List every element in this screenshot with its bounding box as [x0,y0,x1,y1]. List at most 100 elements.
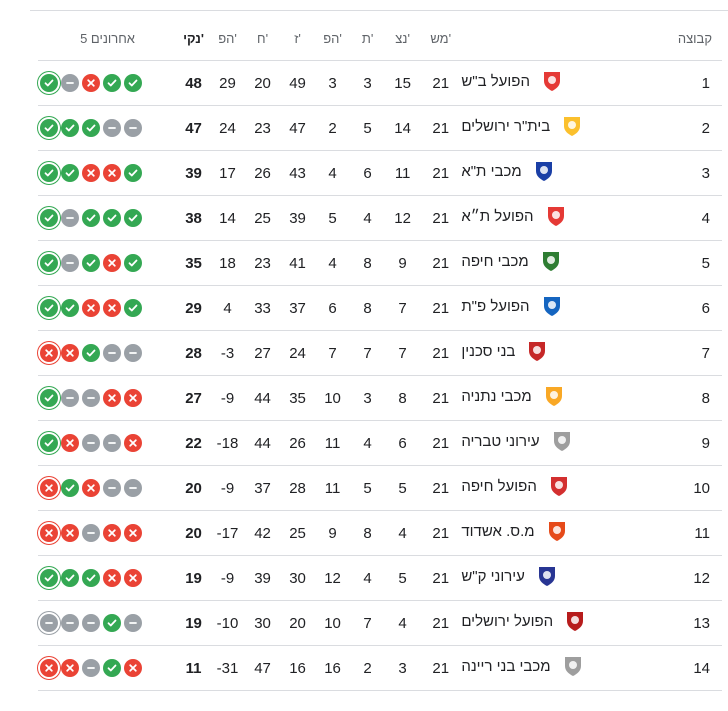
loss-result-icon[interactable] [82,164,100,182]
team-wrap[interactable]: עירוני ק"ש [461,564,559,588]
win-result-icon[interactable] [61,299,79,317]
team-cell[interactable]: הפועל פ"ת [461,285,560,331]
loss-result-icon[interactable] [103,164,121,182]
draw-result-icon[interactable] [82,434,100,452]
table-row[interactable]: 28 -3 27 24 7 7 7 21 בני סכנין 7 [38,330,722,376]
table-row[interactable]: 47 24 23 47 2 5 14 21 בית"ר ירושלים 2 [38,105,722,151]
win-result-icon[interactable] [61,119,79,137]
draw-result-icon[interactable] [103,119,121,137]
team-cell[interactable]: הפועל חיפה [461,465,567,511]
win-result-icon[interactable] [82,569,100,587]
draw-result-icon[interactable] [103,434,121,452]
win-result-icon[interactable] [82,119,100,137]
win-result-icon[interactable] [82,344,100,362]
header-goals-for[interactable]: ז' [280,17,316,61]
header-wins[interactable]: נצ' [385,17,421,61]
draw-result-icon[interactable] [40,614,58,632]
draw-result-icon[interactable] [124,344,142,362]
win-result-icon[interactable] [103,209,121,227]
loss-result-icon[interactable] [40,344,58,362]
team-cell[interactable]: מכבי חיפה [461,240,559,286]
team-cell[interactable]: הפועל ת״א [461,195,564,241]
table-row[interactable]: 48 29 20 49 3 3 15 21 הפועל ב"ש 1 [38,60,722,106]
team-cell[interactable]: מכבי ת"א [461,150,552,196]
team-cell[interactable]: מכבי בני ריינה [461,645,581,691]
loss-result-icon[interactable] [61,659,79,677]
draw-result-icon[interactable] [124,119,142,137]
draw-result-icon[interactable] [61,254,79,272]
team-cell[interactable]: בני סכנין [461,330,546,376]
header-points[interactable]: נקי' [177,17,211,61]
loss-result-icon[interactable] [61,524,79,542]
header-goal-diff[interactable]: הפ' [210,17,246,61]
win-result-icon[interactable] [124,254,142,272]
loss-result-icon[interactable] [103,389,121,407]
table-row[interactable]: 20 -17 42 25 9 8 4 21 מ.ס. אשדוד 11 [38,510,722,556]
table-row[interactable]: 22 -18 44 26 11 4 6 21 עירוני טבריה 9 [38,420,722,466]
loss-result-icon[interactable] [61,434,79,452]
win-result-icon[interactable] [103,74,121,92]
draw-result-icon[interactable] [61,614,79,632]
win-result-icon[interactable] [40,299,58,317]
win-result-icon[interactable] [40,434,58,452]
team-wrap[interactable]: הפועל ירושלים [461,609,587,633]
loss-result-icon[interactable] [82,299,100,317]
draw-result-icon[interactable] [61,74,79,92]
team-wrap[interactable]: מ.ס. אשדוד [461,519,568,543]
win-result-icon[interactable] [82,209,100,227]
team-cell[interactable]: עירוני טבריה [461,420,570,466]
loss-result-icon[interactable] [103,299,121,317]
table-row[interactable]: 19 -9 39 30 12 4 5 21 עירוני ק"ש 12 [38,555,722,601]
team-wrap[interactable]: מכבי ת"א [461,159,555,183]
win-result-icon[interactable] [61,479,79,497]
loss-result-icon[interactable] [61,344,79,362]
win-result-icon[interactable] [40,254,58,272]
win-result-icon[interactable] [40,209,58,227]
win-result-icon[interactable] [40,569,58,587]
team-cell[interactable]: מ.ס. אשדוד [461,510,565,556]
table-row[interactable]: 29 4 33 37 6 8 7 21 הפועל פ"ת 6 [38,285,722,331]
table-row[interactable]: 20 -9 37 28 11 5 5 21 הפועל חיפה 10 [38,465,722,511]
header-goals-against[interactable]: ח' [245,17,281,61]
loss-result-icon[interactable] [40,659,58,677]
table-row[interactable]: 11 -31 47 16 16 2 3 21 מכבי בני ריינה 14 [38,645,722,691]
table-row[interactable]: 38 14 25 39 5 4 12 21 הפועל ת״א 4 [38,195,722,241]
team-cell[interactable]: הפועל ירושלים [461,600,584,646]
team-wrap[interactable]: הפועל חיפה [461,474,571,498]
draw-result-icon[interactable] [103,479,121,497]
loss-result-icon[interactable] [40,524,58,542]
table-row[interactable]: 19 -10 30 20 10 7 4 21 הפועל ירושלים 13 [38,600,722,646]
win-result-icon[interactable] [61,164,79,182]
draw-result-icon[interactable] [61,209,79,227]
team-wrap[interactable]: מכבי בני ריינה [461,654,584,678]
win-result-icon[interactable] [61,569,79,587]
win-result-icon[interactable] [40,74,58,92]
win-result-icon[interactable] [124,209,142,227]
loss-result-icon[interactable] [103,254,121,272]
team-cell[interactable]: הפועל ב"ש [461,60,560,106]
team-wrap[interactable]: מכבי נתניה [461,384,565,408]
team-cell[interactable]: עירוני ק"ש [461,555,555,601]
win-result-icon[interactable] [124,299,142,317]
loss-result-icon[interactable] [124,569,142,587]
win-result-icon[interactable] [124,164,142,182]
draw-result-icon[interactable] [124,614,142,632]
team-wrap[interactable]: הפועל ב"ש [461,69,564,93]
header-draws[interactable]: ת' [350,17,386,61]
win-result-icon[interactable] [82,254,100,272]
loss-result-icon[interactable] [82,74,100,92]
loss-result-icon[interactable] [124,659,142,677]
draw-result-icon[interactable] [82,389,100,407]
team-wrap[interactable]: בני סכנין [461,339,549,363]
team-wrap[interactable]: הפועל ת״א [461,204,567,228]
loss-result-icon[interactable] [40,479,58,497]
win-result-icon[interactable] [40,119,58,137]
draw-result-icon[interactable] [82,524,100,542]
loss-result-icon[interactable] [124,434,142,452]
table-row[interactable]: 35 18 23 41 4 8 9 21 מכבי חיפה 5 [38,240,722,286]
win-result-icon[interactable] [103,659,121,677]
team-wrap[interactable]: בית"ר ירושלים [461,114,584,138]
draw-result-icon[interactable] [82,659,100,677]
header-losses[interactable]: הפ' [315,17,351,61]
win-result-icon[interactable] [40,164,58,182]
